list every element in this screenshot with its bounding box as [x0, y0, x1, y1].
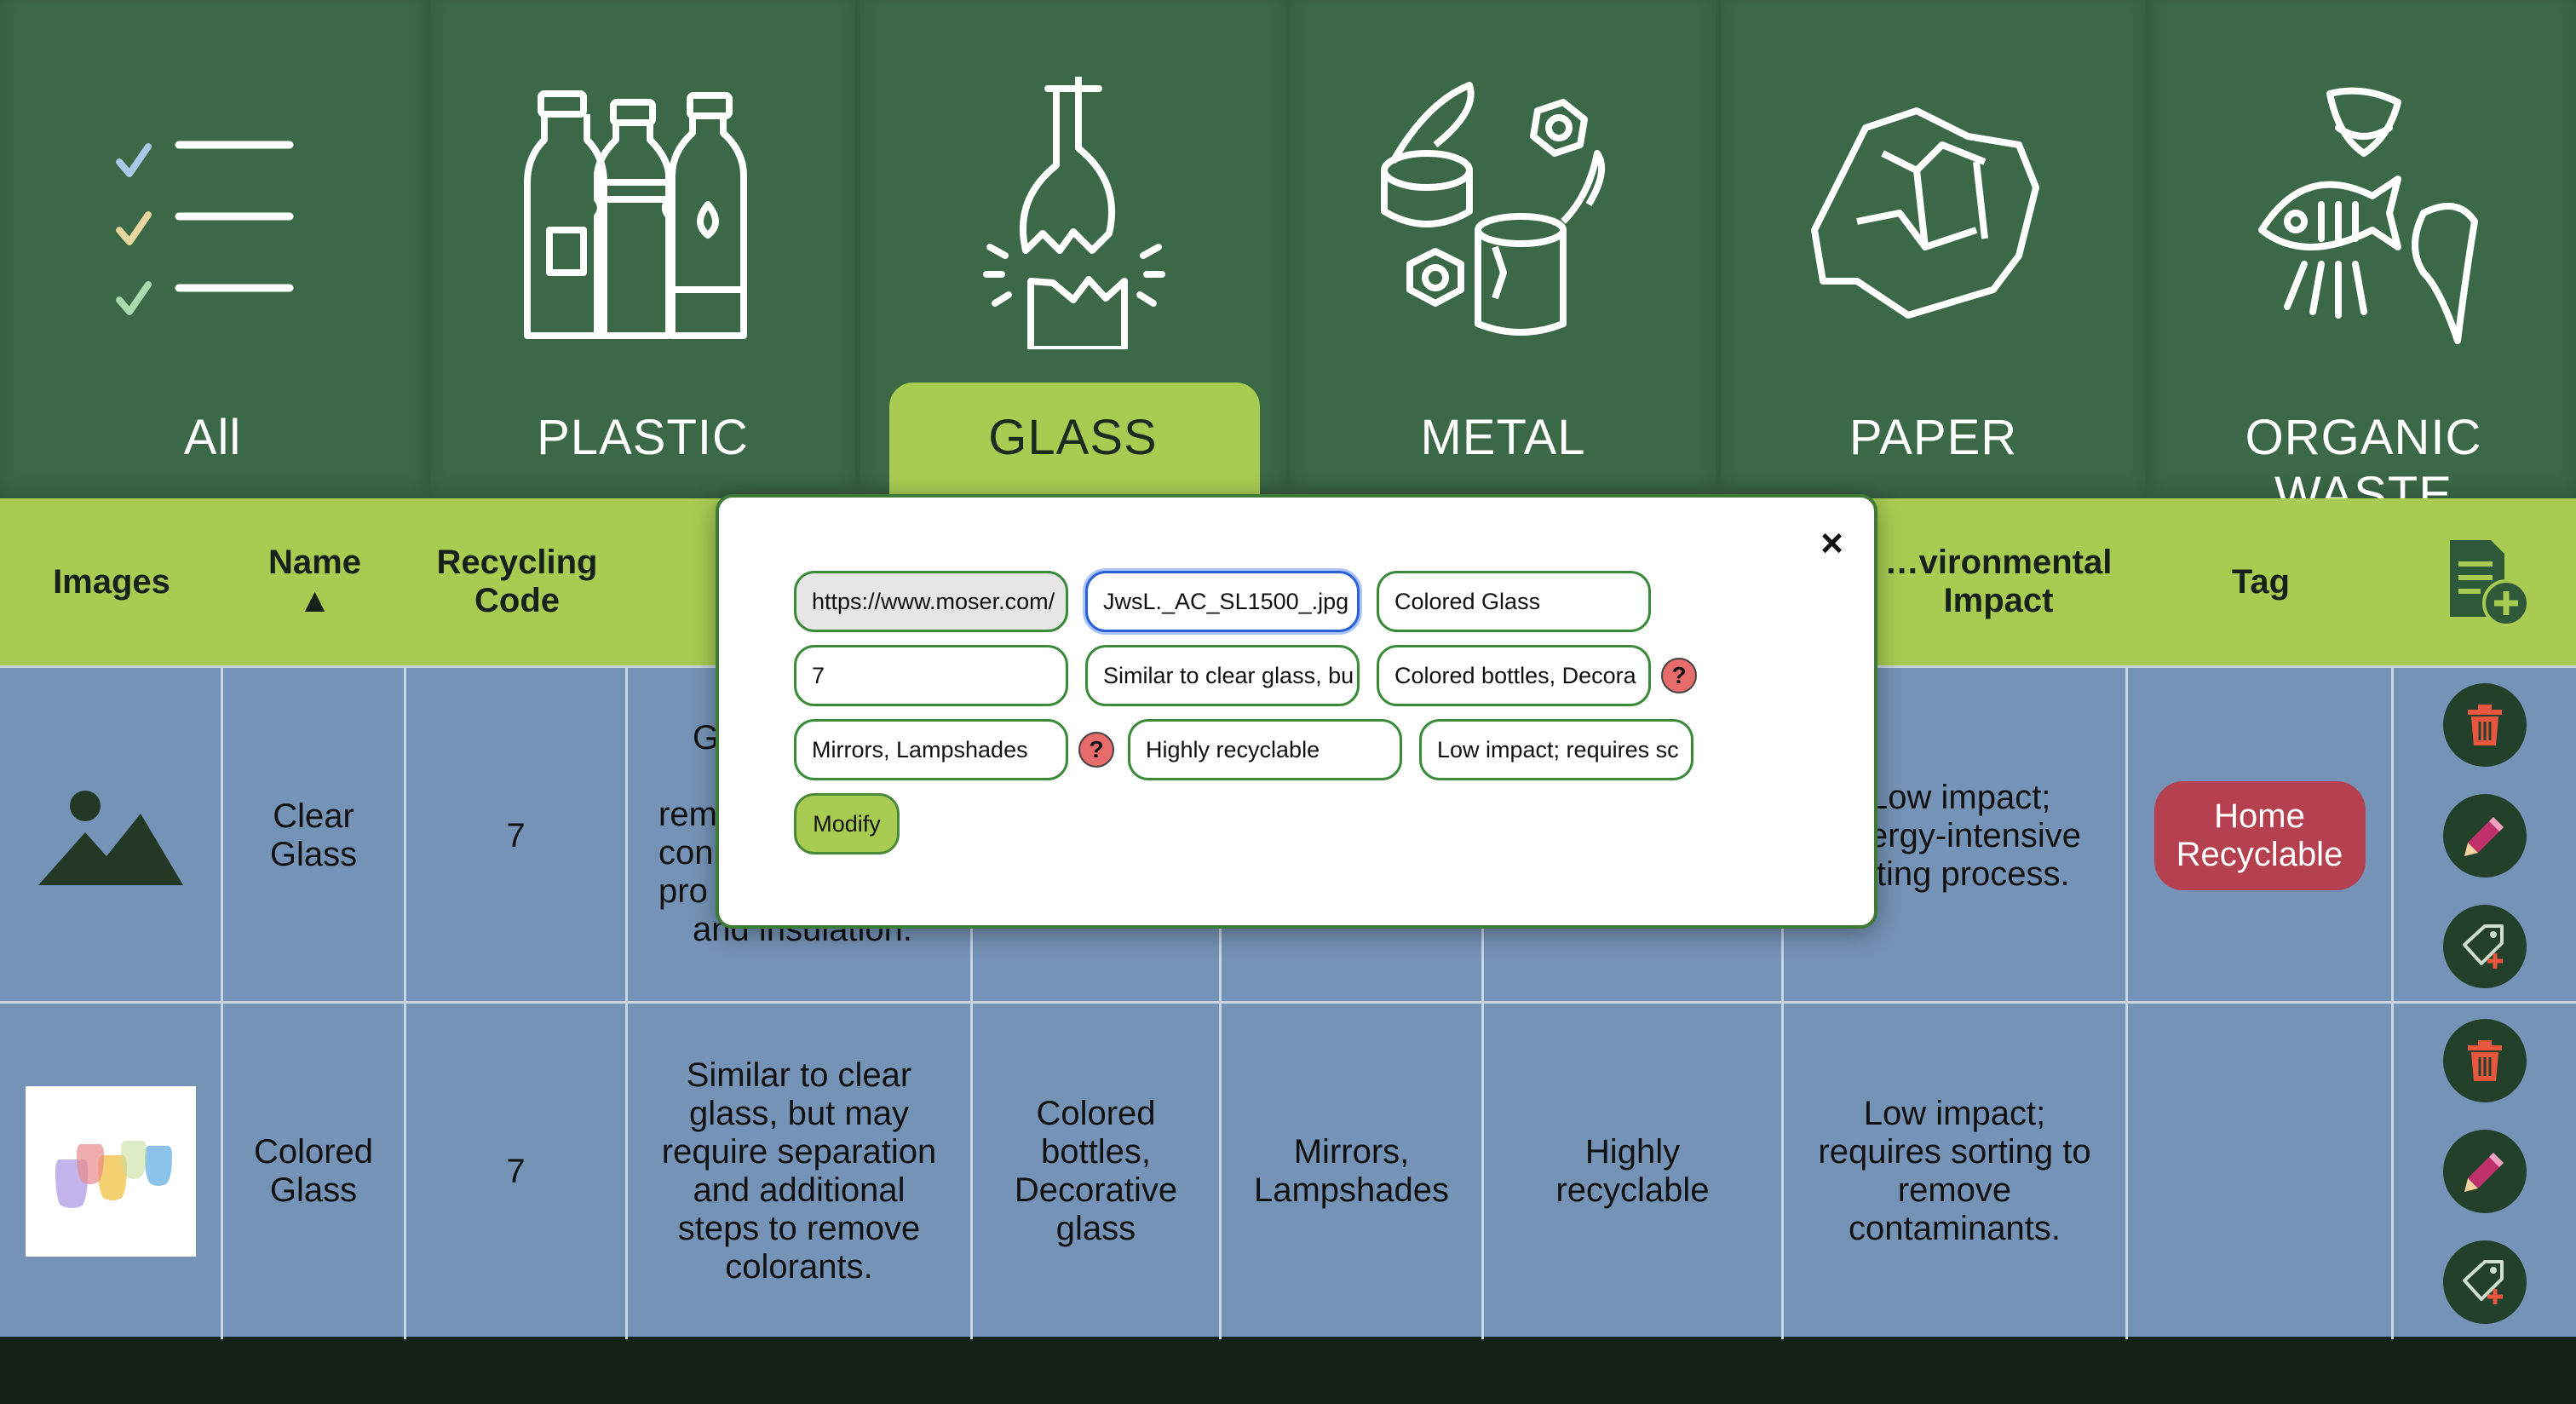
row-examples: Colored bottles, Decorative glass — [973, 1004, 1222, 1339]
help-icon[interactable]: ? — [1661, 658, 1697, 693]
pencil-icon — [2464, 817, 2504, 856]
delete-button[interactable] — [2443, 683, 2527, 767]
add-tag-icon — [2463, 924, 2504, 969]
row-impact-line: lting process. — [1869, 854, 2070, 893]
recyclability-field[interactable]: Highly recyclable — [1128, 719, 1402, 780]
row-tag — [2128, 1004, 2394, 1339]
add-item-icon — [2450, 540, 2530, 627]
tag-badge[interactable]: Home Recyclable — [2153, 781, 2366, 890]
row-uses: Mirrors, Lampshades — [1222, 1004, 1484, 1339]
row-recyclability: Highly recyclable — [1484, 1004, 1784, 1339]
add-item-button[interactable] — [2394, 498, 2576, 665]
footer-bar — [0, 1342, 2576, 1404]
row-tag: Home Recyclable — [2128, 668, 2394, 1004]
row-impact-line: Low impact; — [1869, 778, 2051, 816]
close-modal-button[interactable]: × — [1820, 521, 1843, 565]
row-recycling-code: 7 — [406, 1004, 628, 1339]
recycling-code-field[interactable]: 7 — [794, 645, 1068, 706]
row-actions — [2394, 668, 2576, 1004]
category-tabs: All PLASTIC — [0, 0, 2576, 522]
active-tab-highlight — [889, 383, 1260, 498]
tab-label: METAL — [1420, 410, 1586, 465]
broken-glass-icon — [982, 77, 1165, 349]
edit-button[interactable] — [2443, 794, 2527, 878]
tab-label: PAPER — [1849, 410, 2018, 465]
tab-label: PLASTIC — [537, 410, 749, 465]
row-recycling-code: 7 — [406, 668, 628, 1004]
description-field[interactable]: Similar to clear glass, bu — [1085, 645, 1360, 706]
tab-all[interactable]: All — [0, 0, 430, 498]
row-environmental-impact: Low impact; ergy-intensive lting process… — [1784, 668, 2128, 1004]
header-images: Images — [53, 562, 170, 601]
mountain-placeholder-icon — [37, 791, 183, 885]
checklist-icon — [115, 141, 293, 315]
table-row: Colored Glass 7 Similar to clear glass, … — [0, 1001, 2576, 1339]
header-name-label: Name — [268, 544, 361, 581]
edit-button[interactable] — [2443, 1130, 2527, 1213]
row-image — [0, 668, 223, 1004]
add-tag-button[interactable] — [2443, 905, 2527, 988]
row-description-line: con — [658, 834, 714, 872]
header-tag: Tag — [2231, 562, 2291, 601]
image-url-field-focused[interactable]: JwsL._AC_SL1500_.jpg — [1085, 571, 1360, 632]
header-recycling-code: Recycling Code — [436, 544, 598, 619]
tab-label: GLASS — [988, 410, 1158, 465]
add-tag-button[interactable] — [2443, 1240, 2527, 1324]
add-tag-icon — [2463, 1260, 2504, 1304]
edit-item-modal: × https://www.moser.com/ JwsL._AC_SL1500… — [716, 494, 1877, 929]
row-name: Colored Glass — [223, 1004, 406, 1339]
row-description-line: pro — [658, 872, 708, 910]
organic-waste-icon — [2257, 87, 2478, 344]
examples-field[interactable]: Colored bottles, Decora — [1377, 645, 1651, 706]
crumpled-paper-icon — [1810, 107, 2039, 319]
row-description-line: rem — [658, 796, 717, 833]
header-name[interactable]: Name ▲ — [223, 498, 406, 665]
header-environmental-impact: …vironmental Impact — [1884, 544, 2113, 619]
row-impact-line: ergy-intensive — [1869, 816, 2082, 854]
plastic-bottles-icon — [523, 90, 747, 339]
sort-ascending-icon: ▲ — [297, 582, 332, 619]
modify-button[interactable]: Modify — [794, 793, 900, 854]
help-icon[interactable]: ? — [1078, 732, 1114, 768]
tab-paper[interactable]: PAPER — [1721, 0, 2151, 498]
trash-icon — [2468, 1040, 2502, 1081]
pencil-icon — [2464, 1153, 2504, 1192]
tab-plastic[interactable]: PLASTIC — [430, 0, 860, 498]
trash-icon — [2468, 705, 2502, 745]
delete-button[interactable] — [2443, 1019, 2527, 1102]
colored-glasses-photo — [25, 1086, 196, 1257]
tab-metal[interactable]: METAL — [1291, 0, 1721, 498]
row-description: Similar to clear glass, but may require … — [628, 1004, 973, 1339]
metal-cans-icon — [1380, 82, 1605, 336]
name-field[interactable]: Colored Glass — [1377, 571, 1651, 632]
row-image — [0, 1004, 223, 1339]
image-url-field[interactable]: https://www.moser.com/ — [794, 571, 1068, 632]
tab-glass[interactable]: GLASS — [860, 0, 1291, 498]
row-name: Clear Glass — [223, 668, 406, 1004]
tab-organic-waste[interactable]: ORGANIC WASTE — [2151, 0, 2576, 522]
row-actions — [2394, 1004, 2576, 1339]
tab-label: All — [183, 410, 242, 465]
uses-field[interactable]: Mirrors, Lampshades — [794, 719, 1068, 780]
impact-field[interactable]: Low impact; requires sc — [1419, 719, 1693, 780]
row-environmental-impact: Low impact; requires sorting to remove c… — [1784, 1004, 2128, 1339]
